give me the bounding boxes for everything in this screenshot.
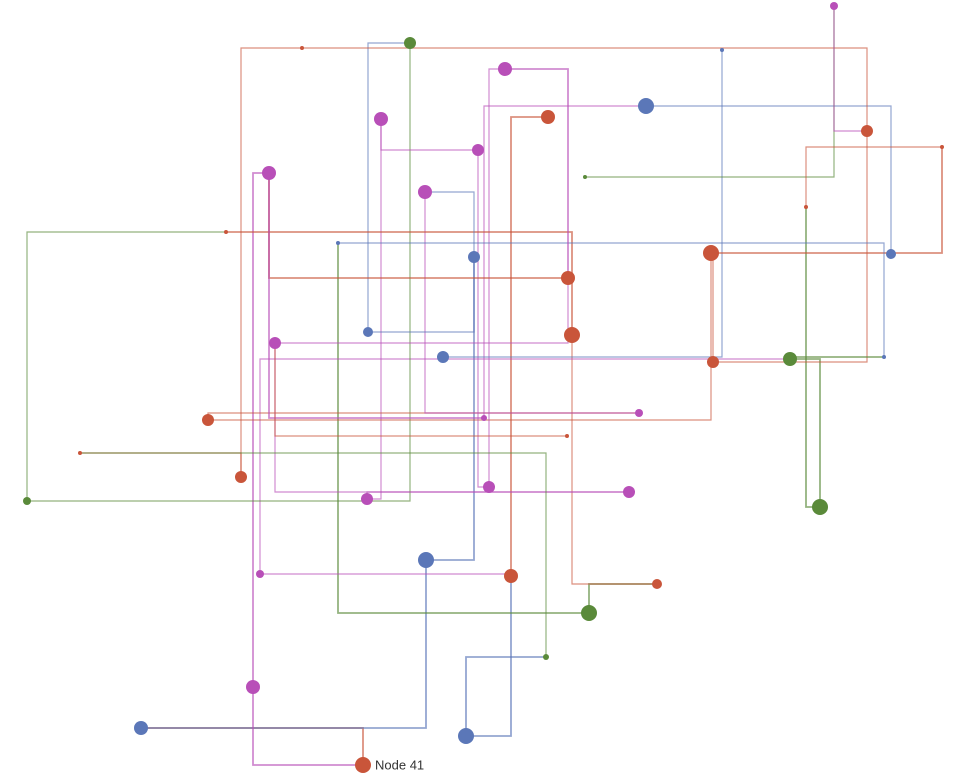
node[interactable] xyxy=(703,245,719,261)
node[interactable] xyxy=(707,356,719,368)
edge xyxy=(259,358,790,574)
node[interactable] xyxy=(134,721,148,735)
edge xyxy=(80,452,547,657)
edge xyxy=(380,119,478,151)
node[interactable] xyxy=(418,552,434,568)
node[interactable] xyxy=(235,471,247,483)
node[interactable] xyxy=(561,271,575,285)
edge xyxy=(302,47,868,131)
edge xyxy=(275,278,569,344)
edge xyxy=(367,42,410,332)
node[interactable] xyxy=(882,355,886,359)
edge xyxy=(466,576,512,737)
node[interactable] xyxy=(940,145,944,149)
node[interactable] xyxy=(804,205,808,209)
node[interactable] xyxy=(652,579,662,589)
edge xyxy=(646,105,892,254)
node[interactable] xyxy=(635,409,643,417)
node[interactable] xyxy=(458,728,474,744)
edge xyxy=(424,192,639,414)
edge xyxy=(366,491,629,499)
edge xyxy=(268,173,568,279)
edge xyxy=(226,231,573,335)
edge xyxy=(588,583,657,613)
edge xyxy=(711,147,943,254)
edge xyxy=(141,560,427,729)
node[interactable] xyxy=(404,37,416,49)
edge xyxy=(368,257,475,333)
node[interactable] xyxy=(262,166,276,180)
node[interactable] xyxy=(565,434,569,438)
node[interactable] xyxy=(504,569,518,583)
node[interactable] xyxy=(481,415,487,421)
node[interactable] xyxy=(23,497,31,505)
edge xyxy=(713,131,868,363)
edge xyxy=(367,119,382,500)
edge xyxy=(585,6,835,178)
edge xyxy=(274,343,567,437)
edge xyxy=(505,68,569,278)
edge xyxy=(465,656,546,736)
edge xyxy=(252,687,363,766)
node[interactable] xyxy=(269,337,281,349)
node[interactable] xyxy=(246,680,260,694)
edge xyxy=(571,335,657,585)
node[interactable] xyxy=(78,451,82,455)
edge xyxy=(208,253,712,421)
edge xyxy=(207,412,639,420)
node-label: Node 41 xyxy=(375,757,424,772)
edge xyxy=(252,172,269,687)
node[interactable] xyxy=(583,175,587,179)
edge xyxy=(240,47,302,477)
edge xyxy=(510,116,548,576)
node[interactable] xyxy=(202,414,214,426)
node[interactable] xyxy=(468,251,480,263)
edge xyxy=(260,573,512,576)
node[interactable] xyxy=(418,185,432,199)
edge xyxy=(790,358,821,507)
edge xyxy=(483,105,646,418)
edges xyxy=(26,6,943,766)
node[interactable] xyxy=(361,493,373,505)
edge xyxy=(425,191,475,257)
node[interactable] xyxy=(363,327,373,337)
node[interactable] xyxy=(256,570,264,578)
node[interactable] xyxy=(564,327,580,343)
edge xyxy=(338,242,885,357)
edge xyxy=(443,50,723,358)
node[interactable] xyxy=(886,249,896,259)
edge xyxy=(26,231,226,501)
node[interactable] xyxy=(437,351,449,363)
node[interactable] xyxy=(541,110,555,124)
node[interactable] xyxy=(374,112,388,126)
edge xyxy=(268,173,484,419)
node[interactable] xyxy=(581,605,597,621)
node[interactable] xyxy=(543,654,549,660)
node[interactable] xyxy=(300,46,304,50)
edge xyxy=(141,727,364,765)
edge xyxy=(337,243,589,614)
node[interactable] xyxy=(498,62,512,76)
edge xyxy=(27,43,411,502)
edge xyxy=(80,452,242,477)
node[interactable] xyxy=(783,352,797,366)
node[interactable] xyxy=(336,241,340,245)
node[interactable] xyxy=(224,230,228,234)
node[interactable] xyxy=(623,486,635,498)
node[interactable] xyxy=(812,499,828,515)
node[interactable] xyxy=(861,125,873,137)
node[interactable] xyxy=(483,481,495,493)
edge xyxy=(426,257,475,561)
edge xyxy=(805,146,942,207)
node[interactable] xyxy=(638,98,654,114)
edge xyxy=(833,6,867,132)
node[interactable] xyxy=(472,144,484,156)
node[interactable] xyxy=(830,2,838,10)
node[interactable] xyxy=(720,48,724,52)
nodes xyxy=(23,2,944,773)
node[interactable] xyxy=(355,757,371,773)
